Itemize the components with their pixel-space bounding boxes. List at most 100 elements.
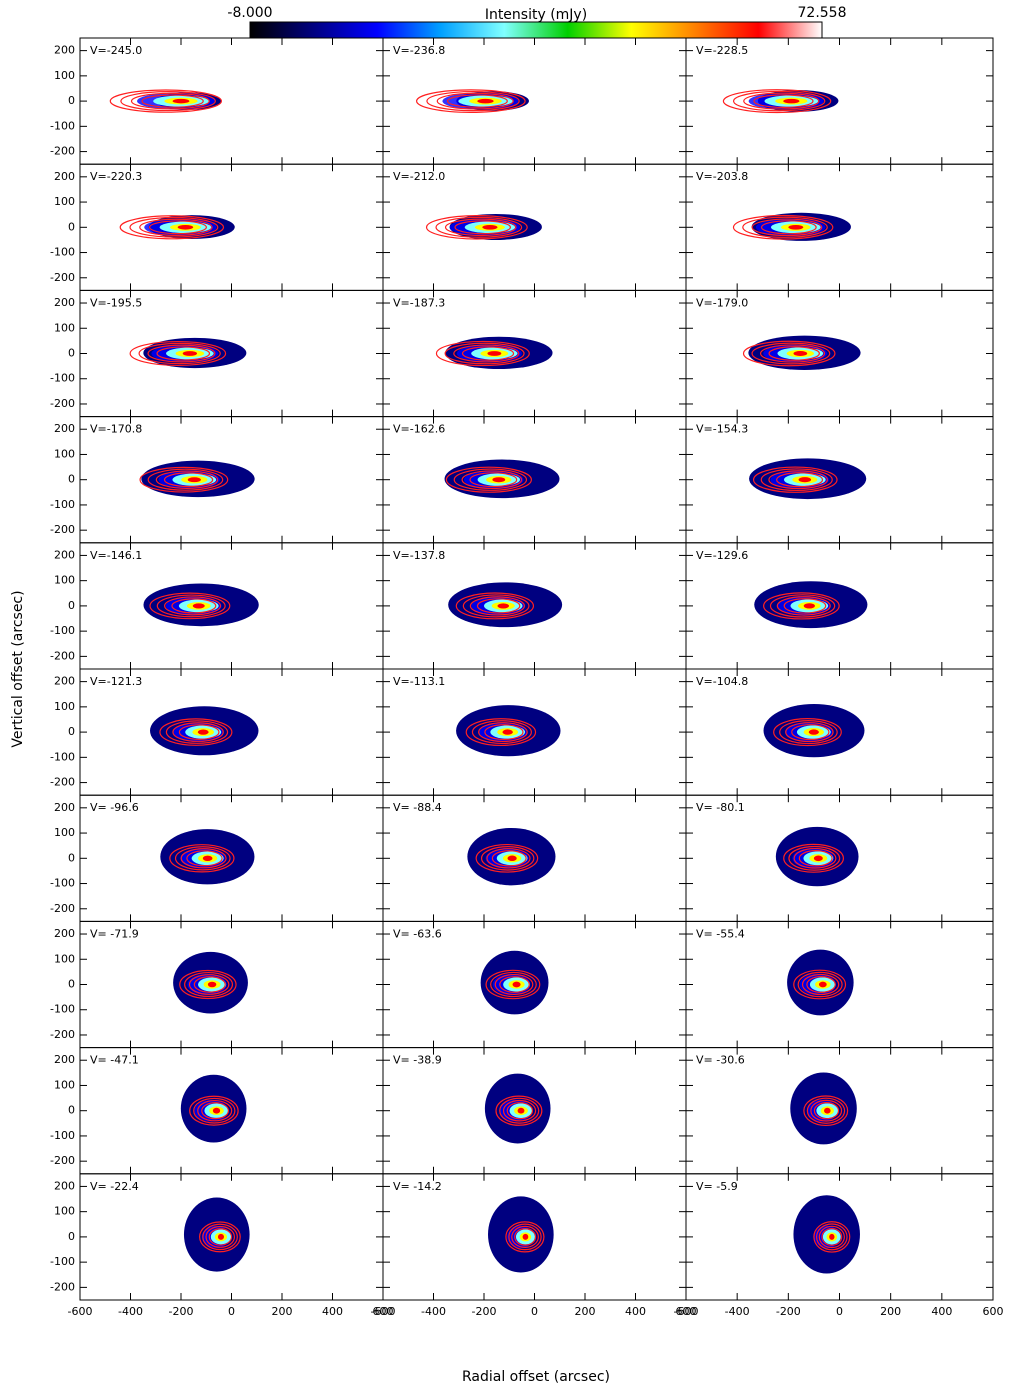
x-tick-label: 400 [931,1305,952,1318]
contour [722,89,832,114]
contour [791,724,830,741]
y-tick-label: 0 [68,599,75,612]
panel: V=-179.0 [685,289,994,418]
contour [436,92,514,110]
emission-peak [187,477,201,483]
panel: V= -80.1 [685,794,994,922]
emission-peak [487,351,502,356]
panel: V= -71.9 -200 -100 0 100 200 [50,920,384,1049]
velocity-label: V= -63.6 [393,927,442,940]
emission-peak [212,1107,221,1114]
contour [768,470,828,490]
contour [469,596,525,616]
contour [475,843,539,873]
emission [787,949,854,1016]
contour [465,718,537,747]
panel: V=-212.0 [382,163,687,291]
x-tick-label: -400 [118,1305,143,1318]
contour [416,89,526,113]
contour [776,596,831,616]
contour [476,598,521,614]
velocity-label: V=-137.8 [393,549,445,562]
panel: V=-129.6 [685,542,994,670]
y-tick-label: -200 [50,1280,75,1293]
x-tick-label: 0 [836,1305,843,1318]
contour [753,94,814,108]
x-tick-label: 600 [373,1305,394,1318]
contour [179,969,237,1000]
contour [797,971,843,998]
y-tick-label: -100 [50,119,75,132]
contour [193,1097,236,1124]
contour [495,1095,543,1126]
panel: V=-187.3 [382,289,687,418]
emission-peak [502,729,513,735]
emission-peak [172,98,190,104]
emission-peak [803,603,815,609]
emission [790,1072,857,1145]
emission [183,1197,250,1272]
panel: V= -14.2 -600 -400 -200 0 200 400 600 [371,1173,697,1318]
x-tick-label: 600 [983,1305,1004,1318]
contour [202,1223,238,1251]
contour [818,1225,845,1249]
contour [732,214,834,240]
x-tick-label: 0 [531,1305,538,1318]
colorbar-max: 72.558 [798,5,847,21]
contour [199,1221,241,1253]
contour [742,216,828,238]
contour [425,215,528,240]
contour [193,976,226,993]
contour [174,846,231,871]
contour [129,340,227,367]
contour [469,472,518,488]
y-tick-label: 100 [54,1078,75,1091]
panel: V= -63.6 [382,920,687,1049]
emission [416,89,529,113]
contour [768,346,820,361]
contour [783,598,827,614]
emission [456,705,561,757]
emission [480,950,549,1015]
y-tick-label: 0 [68,725,75,738]
contour [129,216,219,238]
y-tick-label: -200 [50,271,75,284]
x-tick-label: 600 [676,1305,697,1318]
y-tick-label: -100 [50,1003,75,1016]
contour [208,1228,233,1246]
y-tick-label: 200 [54,422,75,435]
velocity-label: V= -14.2 [393,1180,442,1193]
contour [201,1102,230,1120]
contour [149,592,231,620]
velocity-label: V= -96.6 [90,801,139,814]
contour [164,596,222,616]
y-tick-label: -100 [50,498,75,511]
contour [155,470,219,489]
panel: V=-245.0 -200 -100 0 100 200 [50,37,384,165]
velocity-label: V=-162.6 [393,423,445,436]
contour [478,722,528,743]
y-tick-label: 100 [54,952,75,965]
y-tick-label: -200 [50,776,75,789]
contour [773,718,842,747]
contour [763,592,840,620]
contour [426,90,520,112]
contour [453,344,520,363]
y-tick-label: 200 [54,801,75,814]
contour [171,598,217,614]
velocity-label: V= -30.6 [696,1054,745,1067]
emission-peak [788,224,804,230]
y-tick-label: -100 [50,246,75,259]
y-tick-label: 100 [54,69,75,82]
velocity-label: V=-228.5 [696,44,748,57]
contour [499,1097,540,1124]
emission [129,337,247,369]
emission-peak [517,1107,525,1114]
contour [163,472,214,488]
emission-peak [177,224,194,230]
contour [785,722,834,743]
contour [141,94,204,108]
x-tick-label: 0 [228,1305,235,1318]
velocity-label: V=-113.1 [393,675,445,688]
contour [189,1095,239,1126]
